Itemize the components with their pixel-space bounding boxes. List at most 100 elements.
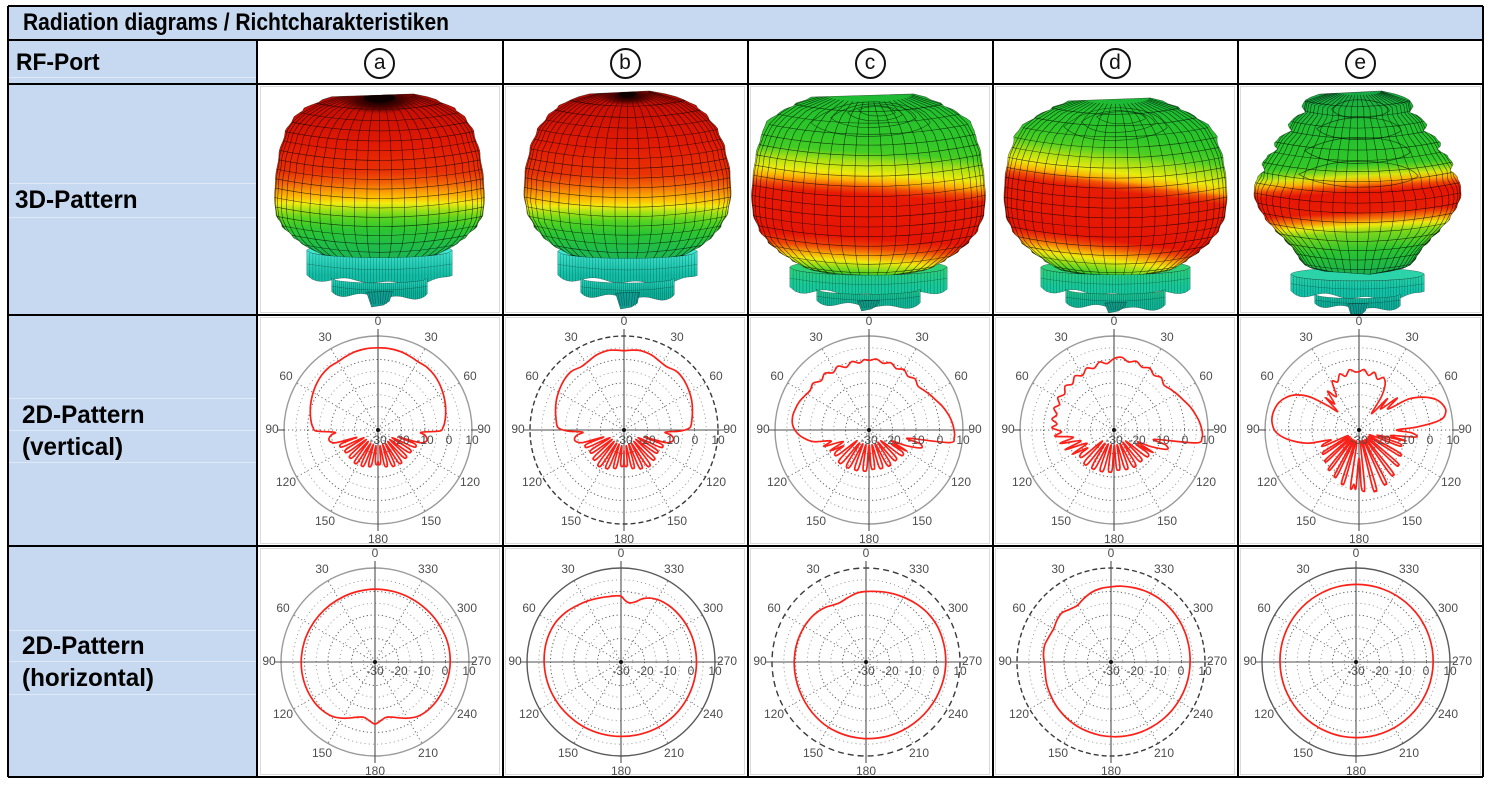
svg-text:210: 210 [908,746,928,760]
svg-text:120: 120 [950,475,970,489]
svg-text:10: 10 [1201,433,1215,447]
svg-text:240: 240 [702,707,722,721]
svg-text:30: 30 [1160,330,1174,344]
svg-text:-30: -30 [1350,433,1368,447]
svg-text:30: 30 [561,562,575,576]
svg-text:30: 30 [1054,330,1068,344]
svg-text:90: 90 [262,654,276,668]
svg-text:0: 0 [691,433,698,447]
svg-text:90: 90 [477,422,491,436]
svg-text:0: 0 [865,315,872,328]
svg-text:10: 10 [953,664,967,678]
svg-text:0: 0 [442,664,449,678]
svg-text:-20: -20 [881,664,899,678]
svg-text:-20: -20 [390,664,408,678]
svg-text:0: 0 [1181,433,1188,447]
svg-text:150: 150 [1156,514,1176,528]
svg-text:-30: -30 [612,664,630,678]
svg-text:300: 300 [1437,601,1457,615]
svg-text:120: 120 [1440,475,1460,489]
svg-text:210: 210 [1153,746,1173,760]
svg-text:30: 30 [1405,330,1419,344]
svg-text:90: 90 [998,654,1012,668]
svg-text:120: 120 [705,475,725,489]
svg-text:0: 0 [1107,546,1114,560]
svg-text:90: 90 [723,422,737,436]
svg-text:330: 330 [1153,562,1173,576]
svg-text:0: 0 [932,664,939,678]
svg-text:90: 90 [1001,422,1015,436]
svg-text:180: 180 [1103,532,1123,545]
svg-text:120: 120 [766,475,786,489]
svg-text:90: 90 [753,654,767,668]
svg-text:150: 150 [1292,746,1312,760]
svg-text:180: 180 [1100,764,1120,777]
svg-text:60: 60 [709,369,723,383]
svg-text:180: 180 [368,532,388,545]
svg-text:240: 240 [457,707,477,721]
svg-text:270: 270 [961,654,981,668]
svg-text:0: 0 [936,433,943,447]
svg-text:150: 150 [666,514,686,528]
svg-text:60: 60 [767,601,781,615]
svg-text:60: 60 [1444,369,1458,383]
svg-text:-20: -20 [883,433,901,447]
svg-text:0: 0 [1110,315,1117,328]
svg-text:150: 150 [1295,514,1315,528]
svg-text:120: 120 [1011,475,1031,489]
svg-text:120: 120 [1253,707,1273,721]
svg-text:-30: -30 [1102,664,1120,678]
svg-text:0: 0 [617,546,624,560]
svg-text:120: 120 [763,707,783,721]
svg-text:30: 30 [806,562,820,576]
svg-text:-10: -10 [1397,433,1415,447]
svg-text:-30: -30 [860,433,878,447]
svg-text:150: 150 [802,746,822,760]
svg-text:270: 270 [471,654,491,668]
svg-text:150: 150 [805,514,825,528]
svg-text:180: 180 [610,764,630,777]
svg-text:-20: -20 [392,433,410,447]
svg-text:-10: -10 [1394,664,1412,678]
svg-text:180: 180 [365,764,385,777]
svg-text:270: 270 [1451,654,1471,668]
svg-text:30: 30 [915,330,929,344]
svg-text:150: 150 [421,514,441,528]
svg-text:0: 0 [1426,433,1433,447]
svg-text:0: 0 [375,315,382,328]
svg-text:10: 10 [1443,664,1457,678]
svg-text:30: 30 [1051,562,1065,576]
svg-text:-30: -30 [1105,433,1123,447]
svg-text:-30: -30 [366,664,384,678]
svg-text:-10: -10 [1152,433,1170,447]
svg-text:-30: -30 [1347,664,1365,678]
svg-text:60: 60 [463,369,477,383]
svg-text:240: 240 [1192,707,1212,721]
svg-text:90: 90 [1246,422,1260,436]
svg-text:330: 330 [908,562,928,576]
svg-text:120: 120 [273,707,293,721]
svg-text:180: 180 [858,532,878,545]
svg-text:60: 60 [770,369,784,383]
svg-text:-10: -10 [1149,664,1167,678]
svg-text:30: 30 [315,562,329,576]
svg-text:30: 30 [318,330,332,344]
svg-text:60: 60 [1257,601,1271,615]
svg-text:30: 30 [1299,330,1313,344]
svg-text:-10: -10 [416,433,434,447]
svg-text:0: 0 [1177,664,1184,678]
svg-text:90: 90 [1458,422,1472,436]
svg-text:90: 90 [1243,654,1257,668]
svg-text:-20: -20 [1373,433,1391,447]
svg-text:0: 0 [446,433,453,447]
svg-text:90: 90 [511,422,525,436]
svg-text:210: 210 [663,746,683,760]
svg-text:-20: -20 [1126,664,1144,678]
svg-text:150: 150 [557,746,577,760]
svg-text:60: 60 [954,369,968,383]
svg-text:0: 0 [1355,315,1362,328]
svg-text:0: 0 [1422,664,1429,678]
svg-text:150: 150 [560,514,580,528]
svg-text:180: 180 [613,532,633,545]
svg-text:-20: -20 [1371,664,1389,678]
